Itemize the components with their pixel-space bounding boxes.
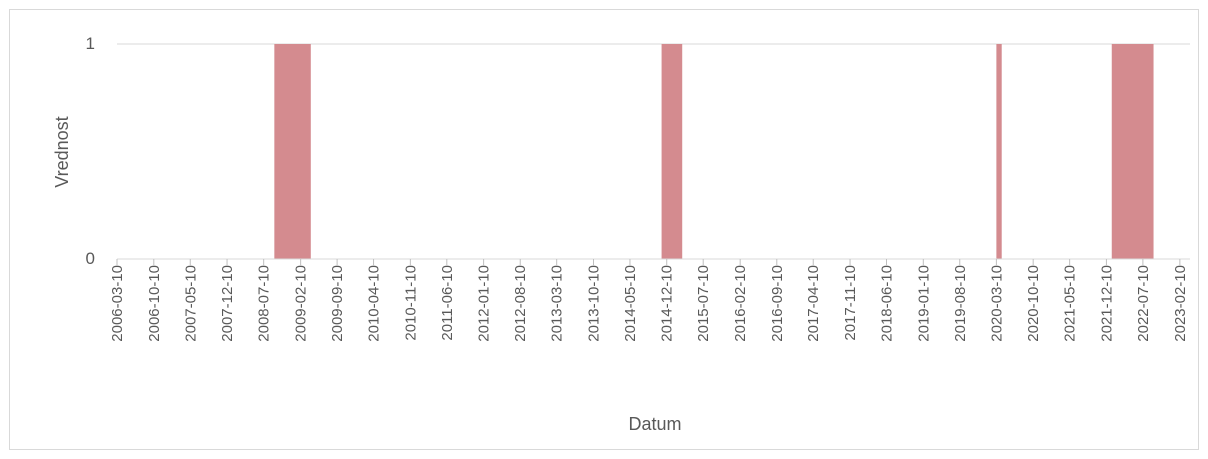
- x-tick-label: 2017-04-10: [805, 265, 822, 342]
- x-tick-label: 2019-08-10: [952, 265, 969, 342]
- area-segment: [274, 44, 311, 259]
- area-segment: [996, 44, 1002, 259]
- x-tick-label: 2014-12-10: [659, 265, 676, 342]
- x-tick-label: 2007-12-10: [219, 265, 236, 342]
- x-tick-label: 2013-10-10: [585, 265, 602, 342]
- x-tick-label: 2021-12-10: [1098, 265, 1115, 342]
- x-tick-label: 2011-06-10: [439, 265, 456, 341]
- x-tick-label: 2016-02-10: [732, 265, 749, 342]
- x-tick-label: 2010-04-10: [366, 265, 383, 342]
- x-axis-label: Datum: [628, 414, 681, 434]
- x-tick-label: 2022-07-10: [1135, 265, 1152, 342]
- x-tick-label: 2006-10-10: [146, 265, 163, 342]
- x-tick-label: 2012-08-10: [512, 265, 529, 342]
- x-tick-label: 2010-11-10: [402, 265, 419, 341]
- x-tick-label: 2016-09-10: [769, 265, 786, 342]
- area-segment: [661, 44, 683, 259]
- x-tick-label: 2014-05-10: [622, 265, 639, 342]
- x-tick-label: 2009-02-10: [293, 265, 310, 342]
- x-tick-label: 2006-03-10: [109, 265, 126, 342]
- x-tick-label: 2021-05-10: [1062, 265, 1079, 342]
- y-tick-label: 0: [86, 249, 95, 268]
- x-tick-label: 2023-02-10: [1172, 265, 1189, 342]
- x-tick-label: 2013-03-10: [549, 265, 566, 342]
- chart-border: [9, 9, 1199, 450]
- x-tick-label: 2019-01-10: [915, 265, 932, 342]
- x-tick-label: 2009-09-10: [329, 265, 346, 342]
- x-tick-label: 2017-11-10: [842, 265, 859, 341]
- x-tick-label: 2007-05-10: [182, 265, 199, 342]
- x-tick-label: 2015-07-10: [695, 265, 712, 342]
- x-tick-label: 2020-10-10: [1025, 265, 1042, 342]
- x-tick-label: 2020-03-10: [988, 265, 1005, 342]
- y-tick-label: 1: [86, 34, 95, 53]
- x-tick-label: 2018-06-10: [878, 265, 895, 342]
- y-axis-label: Vrednost: [52, 116, 72, 187]
- area-segment: [1111, 44, 1154, 259]
- x-tick-label: 2008-07-10: [256, 265, 273, 342]
- x-tick-label: 2012-01-10: [476, 265, 493, 342]
